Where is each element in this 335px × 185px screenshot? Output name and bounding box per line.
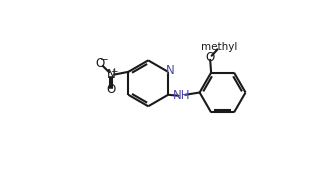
Text: methyl: methyl xyxy=(201,42,238,52)
Text: O: O xyxy=(106,83,116,96)
Text: +: + xyxy=(110,67,118,76)
Text: N: N xyxy=(166,64,175,77)
Text: NH: NH xyxy=(173,89,191,102)
Text: N: N xyxy=(107,68,115,81)
Text: O: O xyxy=(206,51,215,64)
Text: −: − xyxy=(99,55,108,65)
Text: O: O xyxy=(95,57,105,70)
